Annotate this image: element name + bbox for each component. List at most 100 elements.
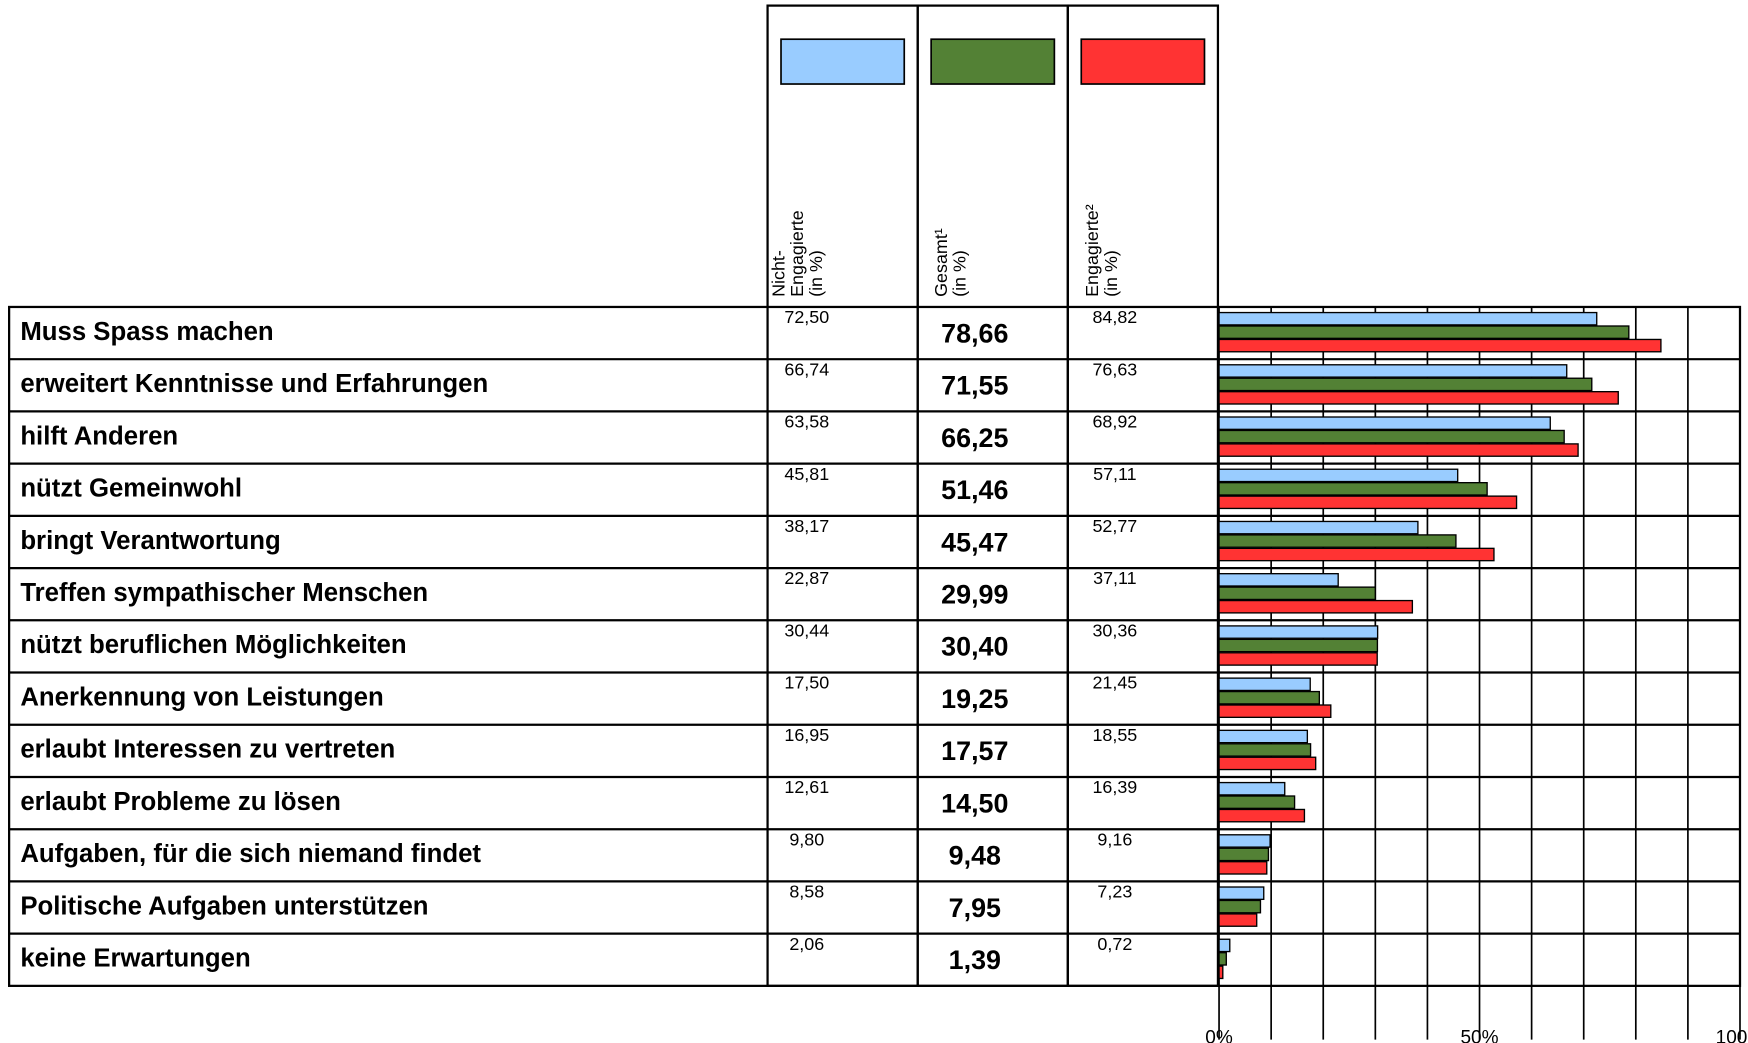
legend-label-line: (in %) [806,250,826,297]
value-label: 30,36 [1092,620,1137,640]
bar [1218,495,1518,510]
x-tick-label: 50% [1460,1028,1498,1043]
bar [1218,652,1378,666]
bar [1218,704,1332,719]
value-label: 2,06 [789,934,824,954]
bar [1218,443,1579,457]
value-label: 9,80 [789,829,824,849]
value-label: 30,40 [941,632,1008,662]
bar [1218,311,1598,326]
category-label: erlaubt Probleme zu lösen [20,788,341,816]
value-label: 1,39 [949,945,1001,975]
category-label: Muss Spass machen [20,318,273,346]
legend-label: Nicht-Engagierte(in %) [768,210,826,297]
bar [1218,482,1488,496]
bar [1218,520,1419,535]
category-label: hilft Anderen [20,422,178,450]
value-label: 66,25 [941,423,1008,453]
legend-label-line: Engagierte² [1082,204,1102,297]
bar [1218,364,1568,378]
category-label: nützt Gemeinwohl [20,475,242,503]
bar [1218,599,1414,614]
category-label: Treffen sympathischer Menschen [20,579,428,607]
bar [1218,952,1227,966]
bar [1218,834,1271,848]
bar [1218,913,1258,927]
category-label: Anerkennung von Leistungen [20,683,383,711]
value-label: 37,11 [1093,568,1137,588]
value-label: 68,92 [1092,412,1137,432]
value-label: 45,47 [941,527,1008,557]
category-label: bringt Verantwortung [20,527,280,555]
bar [1218,625,1379,639]
bar [1218,965,1224,980]
value-label: 0,72 [1097,934,1132,954]
value-label: 9,16 [1097,829,1132,849]
value-label: 21,45 [1092,673,1137,693]
legend-label-line: (in %) [950,250,970,297]
bar [1218,861,1268,875]
bar [1218,586,1376,601]
bar [1218,391,1619,405]
bar [1218,899,1262,914]
bar [1218,377,1593,392]
legend-label-line: Nicht- [768,250,788,297]
category-label: Aufgaben, für die sich niemand findet [20,840,481,868]
legend-label-line: (in %) [1101,250,1121,297]
value-label: 19,25 [941,684,1008,714]
value-label: 72,50 [784,307,829,327]
value-label: 84,82 [1092,307,1137,327]
x-tick-label: 100% [1716,1028,1748,1043]
bar [1218,808,1306,823]
value-label: 14,50 [941,788,1008,818]
bar [1218,547,1495,562]
value-label: 16,39 [1092,777,1137,797]
legend-swatch [1080,38,1206,85]
value-label: 7,23 [1097,882,1132,902]
bar [1218,781,1286,796]
bar [1218,638,1379,653]
category-label: erlaubt Interessen zu vertreten [20,736,395,764]
bar [1218,468,1459,483]
value-label: 17,57 [941,736,1008,766]
bar [1218,534,1457,548]
bar [1218,729,1309,744]
value-label: 38,17 [784,516,829,536]
value-label: 51,46 [941,475,1008,505]
bar [1218,573,1339,587]
legend-label: Engagierte²(in %) [1082,204,1121,297]
value-label: 78,66 [941,318,1008,348]
category-label: erweitert Kenntnisse und Erfahrungen [20,370,488,398]
legend-swatch [930,38,1056,85]
value-label: 7,95 [949,893,1001,923]
category-label: nützt beruflichen Möglichkeiten [20,631,406,659]
value-label: 63,58 [784,412,829,432]
bar [1218,847,1270,862]
legend-label: Gesamt¹(in %) [931,228,970,297]
value-label: 45,81 [784,464,829,484]
value-label: 52,77 [1092,516,1137,536]
bar [1218,756,1317,771]
category-label: keine Erwartungen [20,945,250,973]
value-label: 12,61 [784,777,829,797]
x-tick-label: 0% [1205,1028,1233,1043]
bar [1218,338,1662,353]
bar [1218,690,1321,705]
legend-label-line: Engagierte [787,210,807,297]
bar [1218,938,1231,953]
legend-label-line: Gesamt¹ [931,228,951,297]
value-label: 71,55 [941,371,1008,401]
value-label: 9,48 [949,841,1001,871]
bar [1218,886,1265,901]
value-label: 22,87 [784,568,829,588]
value-label: 18,55 [1092,725,1137,745]
category-label: Politische Aufgaben unterstützen [20,892,428,920]
value-label: 76,63 [1092,359,1137,379]
value-label: 17,50 [784,673,829,693]
value-label: 29,99 [941,580,1008,610]
value-label: 30,44 [784,620,829,640]
bar [1218,743,1312,757]
legend-swatch [780,38,906,85]
value-label: 16,95 [784,725,829,745]
